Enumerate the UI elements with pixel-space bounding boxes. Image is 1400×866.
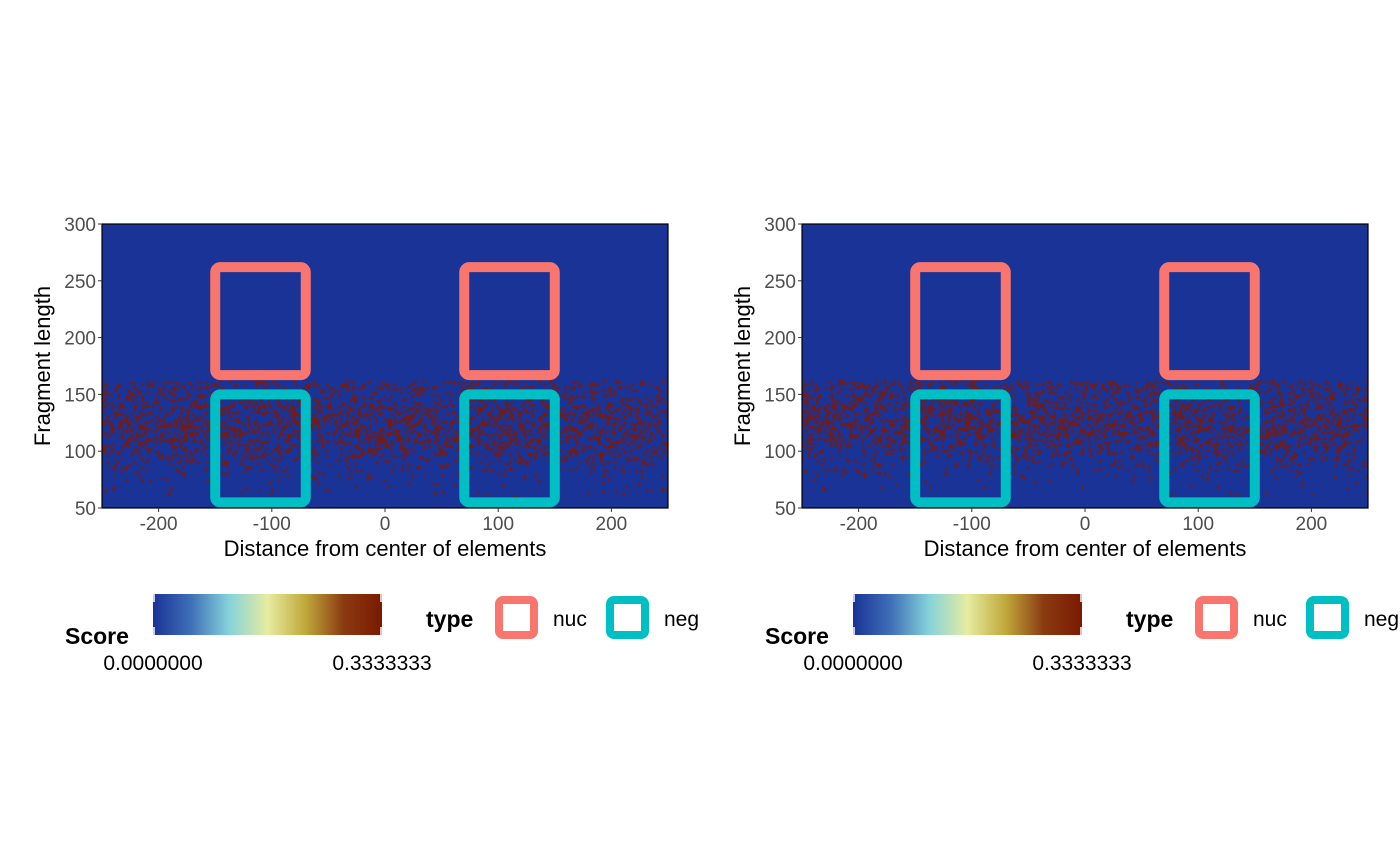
legend-key-neg [1306, 596, 1349, 639]
x-tick-label: 0 [380, 514, 391, 535]
legend-label-neg: neg [1364, 608, 1399, 631]
legend: Score 0.0000000 0.3333333 type nuc neg [65, 594, 699, 675]
y-tick-label: 200 [64, 329, 96, 350]
legend-type-title: type [426, 606, 473, 632]
y-tick-label: 150 [764, 385, 796, 406]
y-tick-label: 50 [75, 499, 96, 520]
box-nuc-1 [210, 262, 311, 381]
legend-key-nuc [1195, 596, 1238, 639]
box-neg-3 [210, 389, 311, 508]
colorbar-min-label: 0.0000000 [803, 652, 902, 675]
legend-type-title: type [1126, 606, 1173, 632]
legend-label-neg: neg [664, 608, 699, 631]
x-tick-label: -100 [253, 514, 291, 535]
score-points [102, 379, 668, 498]
box-nuc-1 [910, 262, 1011, 381]
y-tick-label: 100 [64, 442, 96, 463]
legend-label-nuc: nuc [553, 608, 587, 631]
y-axis-title: Fragment length [730, 286, 755, 446]
plot-background [802, 224, 1368, 508]
colorbar [153, 594, 382, 635]
legend-key-nuc [495, 596, 538, 639]
legend-score-title: Score [65, 623, 129, 649]
y-tick-label: 150 [64, 385, 96, 406]
chart-panel-1: -200 -100 0 100 200 50 100 150 200 250 300 Distance… [30, 215, 699, 675]
box-nuc-2 [459, 262, 560, 381]
legend-key-neg [606, 596, 649, 639]
x-tick-label: -200 [140, 514, 178, 535]
x-tick-label: 0 [1080, 514, 1091, 535]
box-neg-4 [1159, 389, 1260, 508]
y-tick-label: 300 [64, 215, 96, 236]
y-tick-label: 100 [764, 442, 796, 463]
x-tick-label: -100 [953, 514, 991, 535]
chart-panel-2: -200 -100 0 100 200 50 100 150 200 250 300 Distance… [730, 215, 1399, 675]
x-axis-title: Distance from center of elements [924, 536, 1247, 561]
x-axis-title: Distance from center of elements [224, 536, 547, 561]
x-tick-label: 200 [596, 514, 628, 535]
box-neg-4 [459, 389, 560, 508]
x-tick-label: -200 [840, 514, 878, 535]
legend-label-nuc: nuc [1253, 608, 1287, 631]
box-neg-3 [910, 389, 1011, 508]
x-tick-label: 200 [1296, 514, 1328, 535]
y-tick-label: 250 [764, 272, 796, 293]
y-tick-label: 300 [764, 215, 796, 236]
box-nuc-2 [1159, 262, 1260, 381]
colorbar-max-label: 0.3333333 [332, 652, 431, 675]
y-axis-title: Fragment length [30, 286, 55, 446]
y-tick-label: 50 [775, 499, 796, 520]
colorbar-min-label: 0.0000000 [103, 652, 202, 675]
y-tick-label: 200 [764, 329, 796, 350]
x-tick-label: 100 [482, 514, 514, 535]
y-tick-label: 250 [64, 272, 96, 293]
plot-background [102, 224, 668, 508]
colorbar [853, 594, 1082, 635]
legend-score-title: Score [765, 623, 829, 649]
x-tick-label: 100 [1182, 514, 1214, 535]
colorbar-max-label: 0.3333333 [1032, 652, 1131, 675]
legend: Score 0.0000000 0.3333333 type nuc neg [765, 594, 1399, 675]
